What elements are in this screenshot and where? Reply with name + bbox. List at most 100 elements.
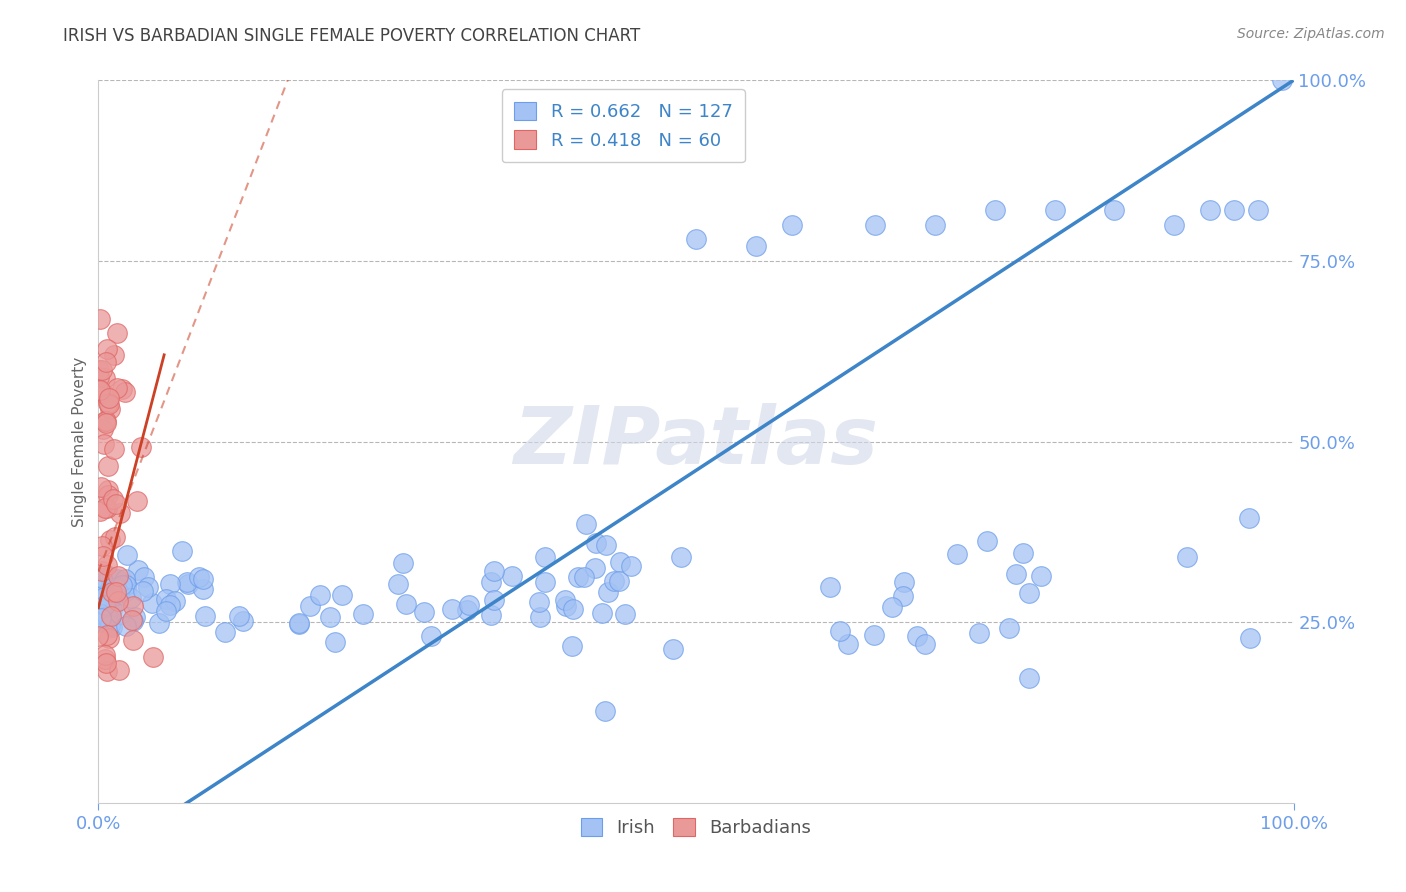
- Point: [122, 632, 145, 647]
- Point: [94, 414, 117, 428]
- Point: [136, 580, 159, 594]
- Point: [89, 369, 111, 384]
- Point: [94, 648, 117, 662]
- Point: [97, 597, 120, 611]
- Point: [1005, 567, 1028, 582]
- Point: [232, 614, 254, 628]
- Point: [96, 558, 118, 573]
- Point: [94, 609, 117, 624]
- Point: [155, 604, 177, 618]
- Point: [105, 326, 128, 341]
- Point: [561, 640, 583, 654]
- Point: [96, 609, 118, 624]
- Point: [176, 574, 198, 589]
- Point: [914, 637, 936, 651]
- Point: [131, 440, 153, 454]
- Point: [534, 574, 557, 589]
- Point: [134, 570, 156, 584]
- Point: [87, 383, 110, 397]
- Point: [98, 631, 121, 645]
- Point: [323, 634, 346, 648]
- Point: [96, 656, 118, 670]
- Point: [108, 663, 131, 677]
- Point: [96, 414, 118, 428]
- Point: [479, 575, 502, 590]
- Point: [97, 483, 120, 497]
- Point: [905, 629, 928, 643]
- Point: [1199, 203, 1222, 218]
- Point: [104, 530, 127, 544]
- Point: [121, 599, 143, 614]
- Point: [90, 480, 112, 494]
- Point: [1175, 549, 1198, 564]
- Point: [96, 628, 118, 642]
- Point: [110, 574, 132, 589]
- Point: [159, 576, 181, 591]
- Text: IRISH VS BARBADIAN SINGLE FEMALE POVERTY CORRELATION CHART: IRISH VS BARBADIAN SINGLE FEMALE POVERTY…: [63, 27, 641, 45]
- Point: [141, 596, 163, 610]
- Point: [482, 592, 505, 607]
- Point: [456, 603, 478, 617]
- Point: [96, 342, 118, 356]
- Point: [89, 383, 111, 397]
- Point: [100, 609, 122, 624]
- Point: [94, 370, 117, 384]
- Point: [946, 547, 969, 561]
- Point: [1247, 203, 1270, 218]
- Point: [780, 218, 803, 232]
- Point: [1018, 585, 1040, 599]
- Point: [98, 618, 121, 632]
- Point: [114, 578, 136, 592]
- Point: [391, 557, 413, 571]
- Point: [98, 533, 121, 548]
- Point: [880, 600, 903, 615]
- Point: [607, 574, 630, 588]
- Point: [685, 232, 707, 246]
- Point: [98, 583, 121, 598]
- Point: [89, 504, 111, 518]
- Point: [91, 571, 114, 585]
- Point: [188, 569, 211, 583]
- Point: [111, 577, 134, 591]
- Point: [91, 539, 114, 553]
- Point: [669, 549, 692, 564]
- Point: [596, 585, 619, 599]
- Point: [97, 458, 120, 473]
- Point: [1018, 671, 1040, 685]
- Point: [107, 569, 129, 583]
- Point: [91, 386, 114, 401]
- Point: [1223, 203, 1246, 218]
- Point: [214, 625, 236, 640]
- Text: ZIPatlas: ZIPatlas: [513, 402, 879, 481]
- Point: [94, 652, 117, 666]
- Point: [101, 491, 124, 506]
- Point: [105, 381, 128, 395]
- Point: [127, 563, 149, 577]
- Point: [97, 396, 120, 410]
- Point: [98, 611, 121, 625]
- Point: [114, 572, 136, 586]
- Point: [90, 611, 112, 625]
- Point: [121, 614, 143, 628]
- Point: [98, 402, 121, 417]
- Point: [89, 590, 111, 604]
- Point: [101, 602, 124, 616]
- Point: [1012, 546, 1035, 560]
- Point: [121, 613, 143, 627]
- Point: [177, 577, 200, 591]
- Point: [413, 605, 436, 619]
- Point: [863, 627, 886, 641]
- Point: [97, 488, 120, 502]
- Point: [108, 586, 131, 600]
- Point: [1239, 631, 1261, 645]
- Point: [105, 585, 128, 599]
- Point: [585, 535, 607, 549]
- Point: [97, 569, 120, 583]
- Point: [120, 591, 142, 605]
- Point: [93, 593, 115, 607]
- Point: [89, 363, 111, 377]
- Point: [96, 500, 118, 515]
- Point: [572, 570, 595, 584]
- Point: [527, 595, 550, 609]
- Point: [1104, 203, 1126, 218]
